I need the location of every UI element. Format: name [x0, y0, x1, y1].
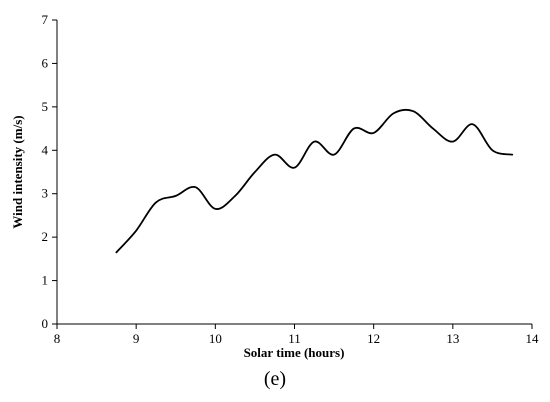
- y-tick-label: 3: [42, 186, 49, 201]
- axes: [56, 20, 532, 325]
- y-tick-label: 6: [42, 55, 49, 70]
- y-tick-label: 2: [42, 229, 49, 244]
- x-tick-label: 8: [54, 331, 61, 346]
- y-tick-label: 4: [42, 142, 49, 157]
- series-line: [115, 108, 514, 254]
- panel-label: (e): [264, 368, 286, 390]
- x-tick-label: 9: [133, 331, 140, 346]
- y-tick-label: 5: [42, 99, 49, 114]
- y-tick-label: 7: [42, 12, 49, 27]
- y-axis-title: Wind intensity (m/s): [10, 115, 25, 228]
- y-tick-label: 1: [42, 273, 49, 288]
- x-axis-title: Solar time (hours): [244, 345, 345, 360]
- y-tick-label: 0: [42, 316, 49, 331]
- x-tick-label: 11: [288, 331, 301, 346]
- x-tick-label: 12: [367, 331, 380, 346]
- x-tick-label: 14: [526, 331, 540, 346]
- x-tick-label: 13: [446, 331, 459, 346]
- plot-area: [115, 108, 514, 254]
- x-tick-label: 10: [209, 331, 222, 346]
